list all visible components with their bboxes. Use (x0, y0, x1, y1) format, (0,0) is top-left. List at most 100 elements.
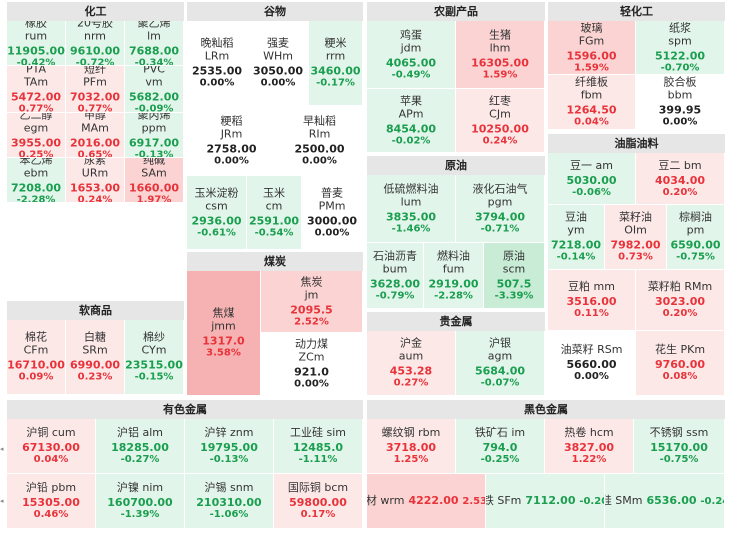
cell-content: 纯碱 SAm 1660.00 1.97% (125, 158, 183, 203)
contract-cell-CJm[interactable]: 红枣 CJm 10250.00 0.24% (456, 89, 545, 153)
contract-cell-agm[interactable]: 沪银 agm 5684.00 -0.07% (456, 331, 545, 396)
contract-cell-OIm[interactable]: 菜籽油 OIm 7982.00 0.73% (605, 205, 667, 270)
contract-code: SMm (615, 494, 643, 507)
contract-cell-APm[interactable]: 苹果 APm 8454.00 -0.02% (367, 89, 456, 153)
contract-cell-alm[interactable]: 沪铝 alm 18285.00 -0.27% (96, 419, 185, 474)
contract-cell-rum[interactable]: 橡胶 rum 11905.00 -0.42% (7, 21, 66, 66)
contract-code: RIm (308, 127, 331, 140)
contract-cell-sim[interactable]: 工业硅 sim 12485.0 -1.11% (274, 419, 363, 474)
contract-cell-ym[interactable]: 豆油 ym 7218.00 -0.14% (548, 205, 605, 270)
contract-cell-URm[interactable]: 尿素 URm 1653.00 0.24% (66, 158, 125, 203)
cell-content: 橡胶 rum 11905.00 -0.42% (7, 21, 65, 65)
scroll-left-icon[interactable]: ◂ (0, 445, 4, 453)
contract-cell-im[interactable]: 铁矿石 im 794.0 -0.25% (456, 419, 545, 474)
contract-change: 0.00% (214, 155, 249, 166)
contract-cell-bbm[interactable]: 胶合板 bbm 399.95 0.00% (636, 75, 725, 130)
contract-cell-egm[interactable]: 乙二醇 egm 3955.00 0.25% (7, 113, 66, 158)
contract-cell-bcm[interactable]: 国际铜 bcm 59800.00 0.17% (274, 474, 363, 529)
cell-content: 苯乙烯 ebm 7208.00 -2.28% (7, 158, 65, 203)
contract-cell-lm[interactable]: 聚乙烯 lm 7688.00 -0.34% (125, 21, 184, 66)
contract-cell-LRm[interactable]: 晚籼稻 LRm 2535.00 0.00% (187, 21, 248, 106)
contract-cell-cum[interactable]: 沪铜 cum 67130.00 0.04% (7, 419, 96, 474)
contract-cell-rbm[interactable]: 螺纹钢 rbm 3718.00 1.25% (367, 419, 456, 474)
contract-cell-ssm[interactable]: 不锈钢 ssm 15170.00 -0.75% (634, 419, 725, 474)
contract-price: 2919.00 (428, 277, 479, 290)
contract-cell-MAm[interactable]: 甲醇 MAm 2016.00 0.65% (66, 113, 125, 158)
contract-cell-nrm[interactable]: 20号胶 nrm 9610.00 -0.72% (66, 21, 125, 66)
contract-code: jdm (400, 41, 422, 54)
contract-cell-TAm[interactable]: PTA TAm 5472.00 0.77% (7, 66, 66, 113)
contract-change: 0.00% (294, 378, 329, 390)
contract-cell-spm[interactable]: 纸浆 spm 5122.00 -0.70% (636, 21, 725, 75)
contract-name: 沪铅 (25, 481, 48, 494)
contract-cell-lhm[interactable]: 生猪 lhm 16305.00 1.59% (456, 21, 545, 89)
contract-cell-SAm[interactable]: 纯碱 SAm 1660.00 1.97% (125, 158, 184, 203)
contract-code: egm (23, 121, 49, 135)
contract-price: 15170.00 (650, 441, 708, 454)
contract-cell-WHm[interactable]: 强麦 WHm 3050.00 0.00% (248, 21, 309, 106)
contract-price: 5122.00 (654, 49, 706, 62)
contract-cell-bum[interactable]: 石油沥青 bum 3628.00 -0.79% (367, 243, 424, 309)
contract-cell-cm[interactable]: 玉米 cm 2591.00 -0.54% (247, 176, 302, 250)
contract-cell-mm[interactable]: 豆粕 mm 3516.00 0.11% (548, 270, 636, 331)
contract-price: 3628.00 (369, 277, 421, 290)
contract-cell-snm[interactable]: 沪锡 snm 210310.00 -1.06% (185, 474, 274, 529)
contract-cell-bm[interactable]: 豆二 bm 4034.00 0.20% (636, 153, 725, 205)
contract-cell-ppm[interactable]: 聚丙烯 ppm 6917.00 -0.13% (125, 113, 184, 158)
contract-change: 1.97% (136, 194, 172, 203)
contract-cell-CYm[interactable]: 棉纱 CYm 23515.00 -0.15% (125, 320, 184, 395)
contract-code: ZCm (298, 350, 325, 364)
contract-cell-RMm[interactable]: 菜籽粕 RMm 3023.00 0.20% (636, 270, 725, 331)
contract-cell-aum[interactable]: 沪金 aum 453.28 0.27% (367, 331, 456, 396)
contract-cell-jmm[interactable]: 焦煤 jmm 1317.0 3.58% (187, 271, 261, 396)
contract-change: -0.25% (480, 454, 520, 465)
contract-cell-lum[interactable]: 低硫燃料油 lum 3835.00 -1.46% (367, 175, 456, 243)
contract-cell-znm[interactable]: 沪锌 znm 19795.00 -0.13% (185, 419, 274, 474)
contract-cell-ZCm[interactable]: 动力煤 ZCm 921.0 0.00% (261, 333, 363, 396)
contract-cell-fum[interactable]: 燃料油 fum 2919.00 -2.28% (424, 243, 484, 309)
contract-price: 11905.00 (7, 44, 65, 58)
cell-content: 石油沥青 bum 3628.00 -0.79% (367, 249, 423, 302)
contract-name: 铁矿石 (474, 426, 508, 439)
contract-name: 锰硅 (605, 494, 612, 507)
contract-change: 0.04% (33, 454, 69, 465)
contract-cell-RSm[interactable]: 油菜籽 RSm 5660.00 0.00% (548, 331, 636, 396)
contract-change: 2.53% (462, 496, 485, 507)
contract-price: 2016.00 (69, 136, 121, 150)
contract-cell-pgm[interactable]: 液化石油气 pgm 3794.00 -0.71% (456, 175, 545, 243)
contract-cell-PFm[interactable]: 短纤 PFm 7032.00 0.77% (66, 66, 125, 113)
contract-cell-csm[interactable]: 玉米淀粉 csm 2936.00 -0.61% (187, 176, 247, 250)
contract-cell-am[interactable]: 豆一 am 5030.00 -0.06% (548, 153, 636, 205)
contract-cell-vm[interactable]: PVC vm 5682.00 -0.09% (125, 66, 184, 113)
contract-cell-JRm[interactable]: 粳稻 JRm 2758.00 0.00% (187, 106, 277, 176)
contract-cell-scm[interactable]: 原油 scm 507.5 -3.39% (484, 243, 545, 309)
contract-cell-ebm[interactable]: 苯乙烯 ebm 7208.00 -2.28% (7, 158, 66, 203)
contract-cell-FGm[interactable]: 玻璃 FGm 1596.00 1.59% (548, 21, 636, 75)
contract-price: 3794.00 (474, 210, 526, 223)
contract-cell-jm[interactable]: 焦炭 jm 2095.5 2.52% (261, 271, 363, 333)
contract-cell-PKm[interactable]: 花生 PKm 9760.00 0.08% (636, 331, 725, 396)
contract-cell-jdm[interactable]: 鸡蛋 jdm 4065.00 -0.49% (367, 21, 456, 89)
contract-cell-SRm[interactable]: 白糖 SRm 6990.00 0.23% (66, 320, 125, 395)
cell-content: 尿素 URm 1653.00 0.24% (66, 158, 124, 202)
contract-cell-PMm[interactable]: 普麦 PMm 3000.00 0.00% (302, 176, 363, 250)
contract-cell-rrm[interactable]: 粳米 rrm 3460.00 -0.17% (309, 21, 363, 106)
contract-cell-CFm[interactable]: 棉花 CFm 16710.00 0.09% (7, 320, 66, 395)
contract-price: 12485.0 (292, 441, 344, 454)
contract-name: 橡胶 (25, 21, 47, 30)
contract-cell-pbm[interactable]: 沪铅 pbm 15305.00 0.46% (7, 474, 96, 529)
contract-cell-hcm[interactable]: 热卷 hcm 3827.00 1.22% (545, 419, 634, 474)
contract-cell-pm[interactable]: 棕榈油 pm 6590.00 -0.75% (667, 205, 725, 270)
contract-cell-fbm[interactable]: 纤维板 fbm 1264.50 0.04% (548, 75, 636, 130)
cell-content: 纤维板 fbm 1264.50 0.04% (548, 76, 635, 129)
contract-price: 59800.00 (289, 496, 347, 509)
contract-change: -2.28% (16, 194, 56, 203)
contract-price: 2500.00 (294, 142, 345, 155)
contract-cell-nim[interactable]: 沪镍 nim 160700.00 -1.39% (96, 474, 185, 529)
contract-cell-RIm[interactable]: 早籼稻 RIm 2500.00 0.00% (277, 106, 363, 176)
scroll-left-icon[interactable]: ◂ (0, 497, 4, 505)
contract-code: CJm (489, 107, 511, 120)
